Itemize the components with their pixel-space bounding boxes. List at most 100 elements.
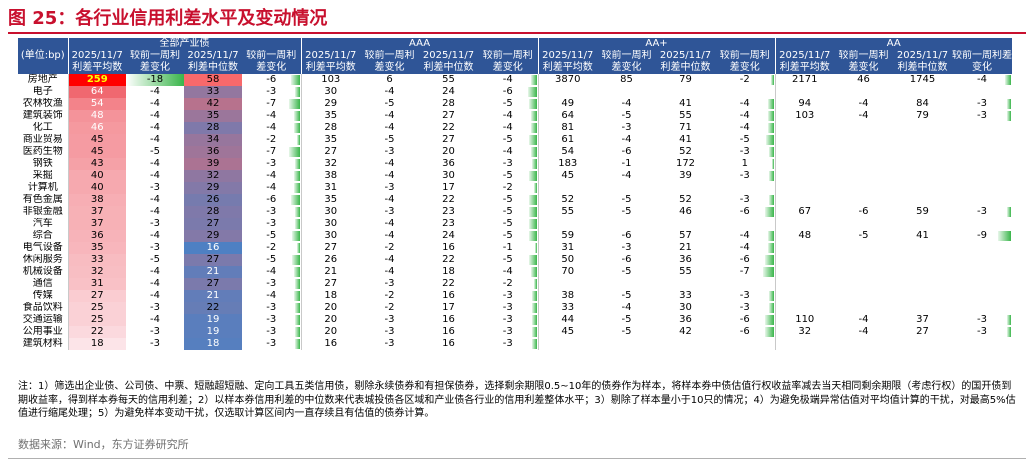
value-cell: -3 [150,242,160,253]
value-cell: -3 [384,314,395,325]
value-cell: 41 [916,230,929,241]
value-cell: 43 [67,158,126,170]
value-cell: 46 [857,74,870,85]
change-cell: -3 [242,206,301,218]
change-cell: -2 [242,134,301,146]
value-cell: -6 [621,254,632,265]
change-bar [529,219,537,229]
industry-name: 采掘 [32,170,53,181]
change-cell: -2 [478,278,538,290]
change-bar [532,303,537,313]
value-cell: 29 [184,182,242,194]
value-cell: 45 [67,146,126,158]
change-cell: -5 [478,230,538,242]
value-cell: 18 [67,338,126,350]
value-cell: 31 [300,182,360,194]
table-row: 采掘 40 -4 32 -4 38 -4 30 -5 45 -4 39 -3 [18,170,1012,182]
change-cell: -3 [478,158,538,170]
value-cell: -3 [384,278,395,289]
value-cell: 36 [442,158,455,169]
empty-cell [715,278,775,290]
value-cell: -5 [621,290,632,301]
value-cell: 22 [67,326,126,338]
change-bar [296,243,300,253]
change-cell: -4 [952,74,1012,86]
value-cell: -4 [384,194,395,205]
empty-cell [656,182,715,194]
change-bar [527,87,537,97]
column-header: 较前一周利差变化 [715,50,775,74]
value-cell: -3 [621,242,632,253]
change-bar [767,123,774,133]
change-cell: -3 [242,326,301,338]
value-cell: 36 [679,314,692,325]
industry-name: 传媒 [32,290,53,301]
value-cell: 94 [774,98,834,110]
change-cell: -3 [242,278,301,290]
group-header: AA [774,38,1012,50]
change-bar [530,123,537,133]
change-bar [293,123,300,133]
value-cell: 22 [442,122,455,133]
table-row: 传媒 27 -4 21 -4 18 -2 16 -3 38 -5 33 -3 [18,290,1012,302]
value-cell: 55 [679,266,692,277]
table-row: 电气设备 35 -3 16 -2 27 -2 16 -1 31 -3 21 -4 [18,242,1012,254]
value-cell: -5 [858,230,869,241]
table-row: 公用事业 22 -3 19 -3 20 -3 16 -3 45 -5 42 -6 32 -4 27 -3 [18,326,1012,338]
cell-value: -6 [739,206,750,217]
value-cell: 25 [67,314,126,326]
change-bar [529,207,537,217]
empty-cell [952,338,1012,350]
empty-cell [893,290,952,302]
cell-value: 1 [741,158,748,169]
value-cell: 64 [537,110,597,122]
change-cell: -4 [478,74,538,86]
change-cell: -3 [478,314,538,326]
value-cell: 29 [300,98,360,110]
value-cell: 3870 [537,74,597,86]
value-cell: 16 [442,338,455,349]
value-cell: -4 [621,134,632,145]
empty-cell [656,86,715,98]
empty-cell [537,86,597,98]
value-cell: -2 [384,302,395,313]
change-cell: -3 [715,170,775,182]
change-bar [1006,99,1011,109]
empty-cell [893,242,952,254]
change-bar [293,291,300,301]
value-cell: -5 [621,326,632,337]
change-cell: -3 [952,98,1012,110]
value-cell: 16 [184,242,242,254]
change-bar [532,339,537,349]
empty-cell [834,302,893,314]
value-cell: 37 [916,314,929,325]
change-bar [767,231,774,241]
change-cell: -4 [242,290,301,302]
change-cell: -3 [242,338,301,350]
cell-value: -3 [977,326,987,337]
change-bar [529,231,537,241]
change-bar [535,243,537,253]
industry-name: 公用事业 [22,326,63,337]
empty-cell [893,194,952,206]
industry-name: 钢铁 [32,158,53,169]
change-bar [769,147,774,157]
cell-value: -3 [739,194,750,205]
column-header: 较前一周利差变化 [952,50,1012,74]
table-row: 农林牧渔 54 -4 42 -7 29 -5 28 -5 49 -4 41 -4 94 -4 84 -3 [18,98,1012,110]
cell-value: -4 [739,230,750,241]
industry-name: 建筑装饰 [22,110,63,121]
value-cell: 49 [537,98,597,110]
value-cell: 45 [537,326,597,338]
table-row: 交通运输 25 -4 19 -3 20 -3 16 -3 44 -5 36 -6 110 -4 37 -3 [18,314,1012,326]
change-cell: -2 [242,242,301,254]
change-bar [530,147,537,157]
value-cell: -4 [384,266,395,277]
change-bar [533,183,537,193]
change-bar [766,135,774,145]
value-cell: 58 [184,74,242,86]
spread-table: (单位:bp) 全部产业债 AAA AA+ AA 2025/11/7 利差平均数… [18,38,1012,350]
change-cell: -4 [242,122,301,134]
value-cell: -5 [384,134,395,145]
value-cell: 70 [537,266,597,278]
